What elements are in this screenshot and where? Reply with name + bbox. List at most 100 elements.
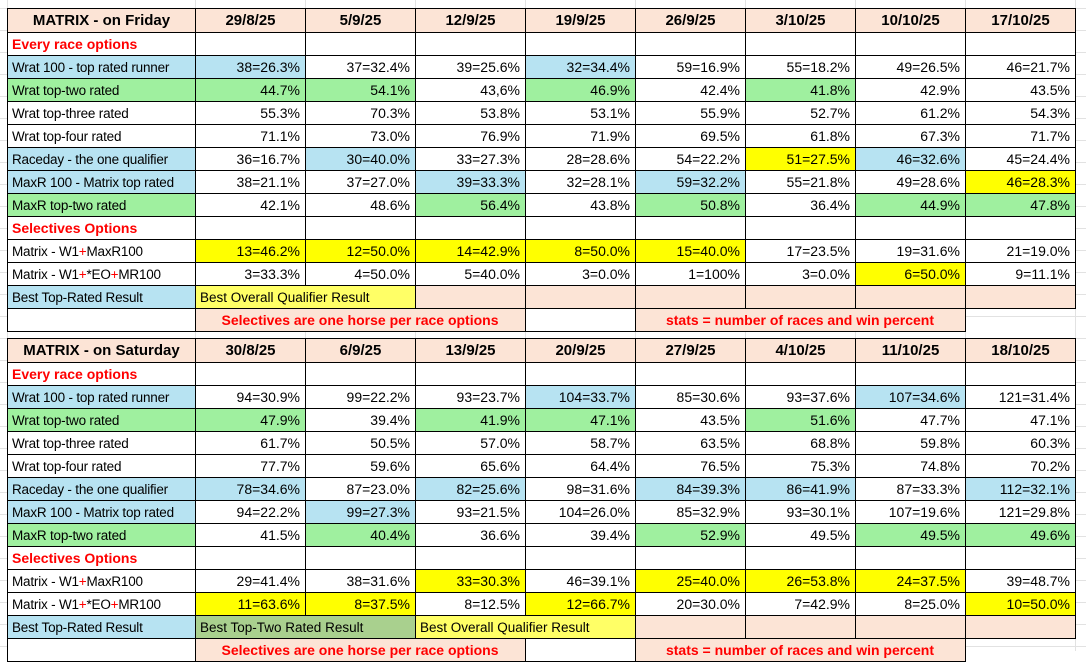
stat-cell[interactable]: 55.3%	[195, 101, 306, 125]
stat-cell[interactable]: 43.5%	[965, 78, 1076, 102]
empty-cell[interactable]	[965, 32, 1076, 56]
date-header[interactable]: 19/9/25	[525, 8, 636, 33]
date-header[interactable]: 12/9/25	[415, 8, 526, 33]
stat-cell[interactable]: 7=42.9%	[745, 592, 856, 616]
date-header[interactable]: 27/9/25	[635, 338, 746, 363]
stat-cell[interactable]: 3=33.3%	[195, 262, 306, 286]
empty-cell[interactable]	[305, 216, 416, 240]
stat-cell[interactable]: 12=66.7%	[525, 592, 636, 616]
stat-cell[interactable]: 86=41.9%	[745, 477, 856, 501]
stat-cell[interactable]: 17=23.5%	[745, 239, 856, 263]
row-label[interactable]: Raceday - the one qualifier	[7, 477, 196, 501]
stat-cell[interactable]: 61.2%	[855, 101, 966, 125]
stat-cell[interactable]: 63.5%	[635, 431, 746, 455]
stat-cell[interactable]: 84=39.3%	[635, 477, 746, 501]
stat-cell[interactable]: 50.8%	[635, 193, 746, 217]
stat-cell[interactable]: 85=32.9%	[635, 500, 746, 524]
stat-cell[interactable]: 93=37.6%	[745, 385, 856, 409]
peach-cell[interactable]	[635, 285, 746, 309]
date-header[interactable]: 5/9/25	[305, 8, 416, 33]
stat-cell[interactable]: 45=24.4%	[965, 147, 1076, 171]
stat-cell[interactable]: 32=34.4%	[525, 55, 636, 79]
peach-cell[interactable]	[965, 285, 1076, 309]
stat-cell[interactable]: 25=40.0%	[635, 569, 746, 593]
empty-cell[interactable]	[635, 362, 746, 386]
stat-cell[interactable]: 38=31.6%	[305, 569, 416, 593]
stat-cell[interactable]: 52.7%	[745, 101, 856, 125]
stat-cell[interactable]: 58.7%	[525, 431, 636, 455]
empty-cell[interactable]	[7, 308, 196, 332]
stat-cell[interactable]: 3=0.0%	[525, 262, 636, 286]
section-label[interactable]: Every race options	[7, 362, 196, 386]
row-label[interactable]: MaxR top-two rated	[7, 193, 196, 217]
best-top-rated-label[interactable]: Best Top-Rated Result	[7, 615, 196, 639]
selectives-banner[interactable]: Selectives are one horse per race option…	[195, 638, 526, 662]
stat-cell[interactable]: 37=27.0%	[305, 170, 416, 194]
date-header[interactable]: 29/8/25	[195, 8, 306, 33]
stat-cell[interactable]: 47.7%	[855, 408, 966, 432]
stat-cell[interactable]: 75.3%	[745, 454, 856, 478]
empty-cell[interactable]	[965, 216, 1076, 240]
date-header[interactable]: 17/10/25	[965, 8, 1076, 33]
row-label[interactable]: MaxR 100 - Matrix top rated	[7, 170, 196, 194]
stat-cell[interactable]: 82=25.6%	[415, 477, 526, 501]
stat-cell[interactable]: 47.1%	[525, 408, 636, 432]
stat-cell[interactable]: 36=16.7%	[195, 147, 306, 171]
stats-banner[interactable]: stats = number of races and win percent	[635, 638, 966, 662]
stat-cell[interactable]: 112=32.1%	[965, 477, 1076, 501]
date-header[interactable]: 4/10/25	[745, 338, 856, 363]
peach-cell[interactable]	[855, 615, 966, 639]
empty-cell[interactable]	[415, 216, 526, 240]
row-label[interactable]: Raceday - the one qualifier	[7, 147, 196, 171]
stat-cell[interactable]: 49.5%	[745, 523, 856, 547]
empty-cell[interactable]	[965, 546, 1076, 570]
stat-cell[interactable]: 99=27.3%	[305, 500, 416, 524]
stat-cell[interactable]: 121=29.8%	[965, 500, 1076, 524]
stat-cell[interactable]: 44.9%	[855, 193, 966, 217]
stat-cell[interactable]: 94=22.2%	[195, 500, 306, 524]
stat-cell[interactable]: 98=31.6%	[525, 477, 636, 501]
peach-cell[interactable]	[415, 285, 526, 309]
stats-banner[interactable]: stats = number of races and win percent	[635, 308, 966, 332]
stat-cell[interactable]: 20=30.0%	[635, 592, 746, 616]
stat-cell[interactable]: 49.6%	[965, 523, 1076, 547]
best-result-span[interactable]: Best Top-Two Rated Result	[195, 615, 416, 639]
stat-cell[interactable]: 14=42.9%	[415, 239, 526, 263]
table-title[interactable]: MATRIX - on Saturday	[7, 338, 196, 363]
peach-cell[interactable]	[855, 285, 966, 309]
empty-cell[interactable]	[195, 546, 306, 570]
stat-cell[interactable]: 59.6%	[305, 454, 416, 478]
stat-cell[interactable]: 26=53.8%	[745, 569, 856, 593]
stat-cell[interactable]: 39.4%	[525, 523, 636, 547]
stat-cell[interactable]: 56.4%	[415, 193, 526, 217]
empty-cell[interactable]	[415, 546, 526, 570]
empty-cell[interactable]	[525, 638, 636, 662]
stat-cell[interactable]: 68.8%	[745, 431, 856, 455]
row-label[interactable]: Wrat top-four rated	[7, 124, 196, 148]
stat-cell[interactable]: 65.6%	[415, 454, 526, 478]
stat-cell[interactable]: 15=40.0%	[635, 239, 746, 263]
empty-cell[interactable]	[635, 216, 746, 240]
row-label[interactable]: MaxR 100 - Matrix top rated	[7, 500, 196, 524]
empty-cell[interactable]	[525, 216, 636, 240]
stat-cell[interactable]: 46=39.1%	[525, 569, 636, 593]
stat-cell[interactable]: 71.1%	[195, 124, 306, 148]
date-header[interactable]: 13/9/25	[415, 338, 526, 363]
stat-cell[interactable]: 43.5%	[635, 408, 746, 432]
stat-cell[interactable]: 29=41.4%	[195, 569, 306, 593]
best-result-span[interactable]: Best Overall Qualifier Result	[415, 615, 636, 639]
empty-cell[interactable]	[415, 32, 526, 56]
row-label[interactable]: Matrix - W1+MaxR100	[7, 569, 196, 593]
stat-cell[interactable]: 40.4%	[305, 523, 416, 547]
stat-cell[interactable]: 87=33.3%	[855, 477, 966, 501]
date-header[interactable]: 26/9/25	[635, 8, 746, 33]
stat-cell[interactable]: 36.6%	[415, 523, 526, 547]
stat-cell[interactable]: 42.1%	[195, 193, 306, 217]
stat-cell[interactable]: 39=48.7%	[965, 569, 1076, 593]
stat-cell[interactable]: 46=28.3%	[965, 170, 1076, 194]
stat-cell[interactable]: 47.8%	[965, 193, 1076, 217]
row-label[interactable]: Wrat top-two rated	[7, 78, 196, 102]
peach-cell[interactable]	[635, 615, 746, 639]
stat-cell[interactable]: 93=30.1%	[745, 500, 856, 524]
stat-cell[interactable]: 70.2%	[965, 454, 1076, 478]
